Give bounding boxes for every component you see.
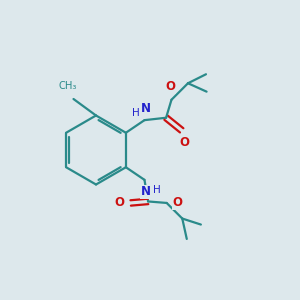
Text: N: N [141, 185, 151, 198]
Text: O: O [165, 80, 175, 93]
Text: O: O [179, 136, 189, 149]
Text: H: H [153, 185, 161, 195]
Text: CH₃: CH₃ [59, 81, 77, 91]
Text: N: N [141, 102, 151, 115]
Text: O: O [114, 196, 124, 209]
Text: O: O [173, 196, 183, 209]
Text: H: H [132, 108, 140, 118]
